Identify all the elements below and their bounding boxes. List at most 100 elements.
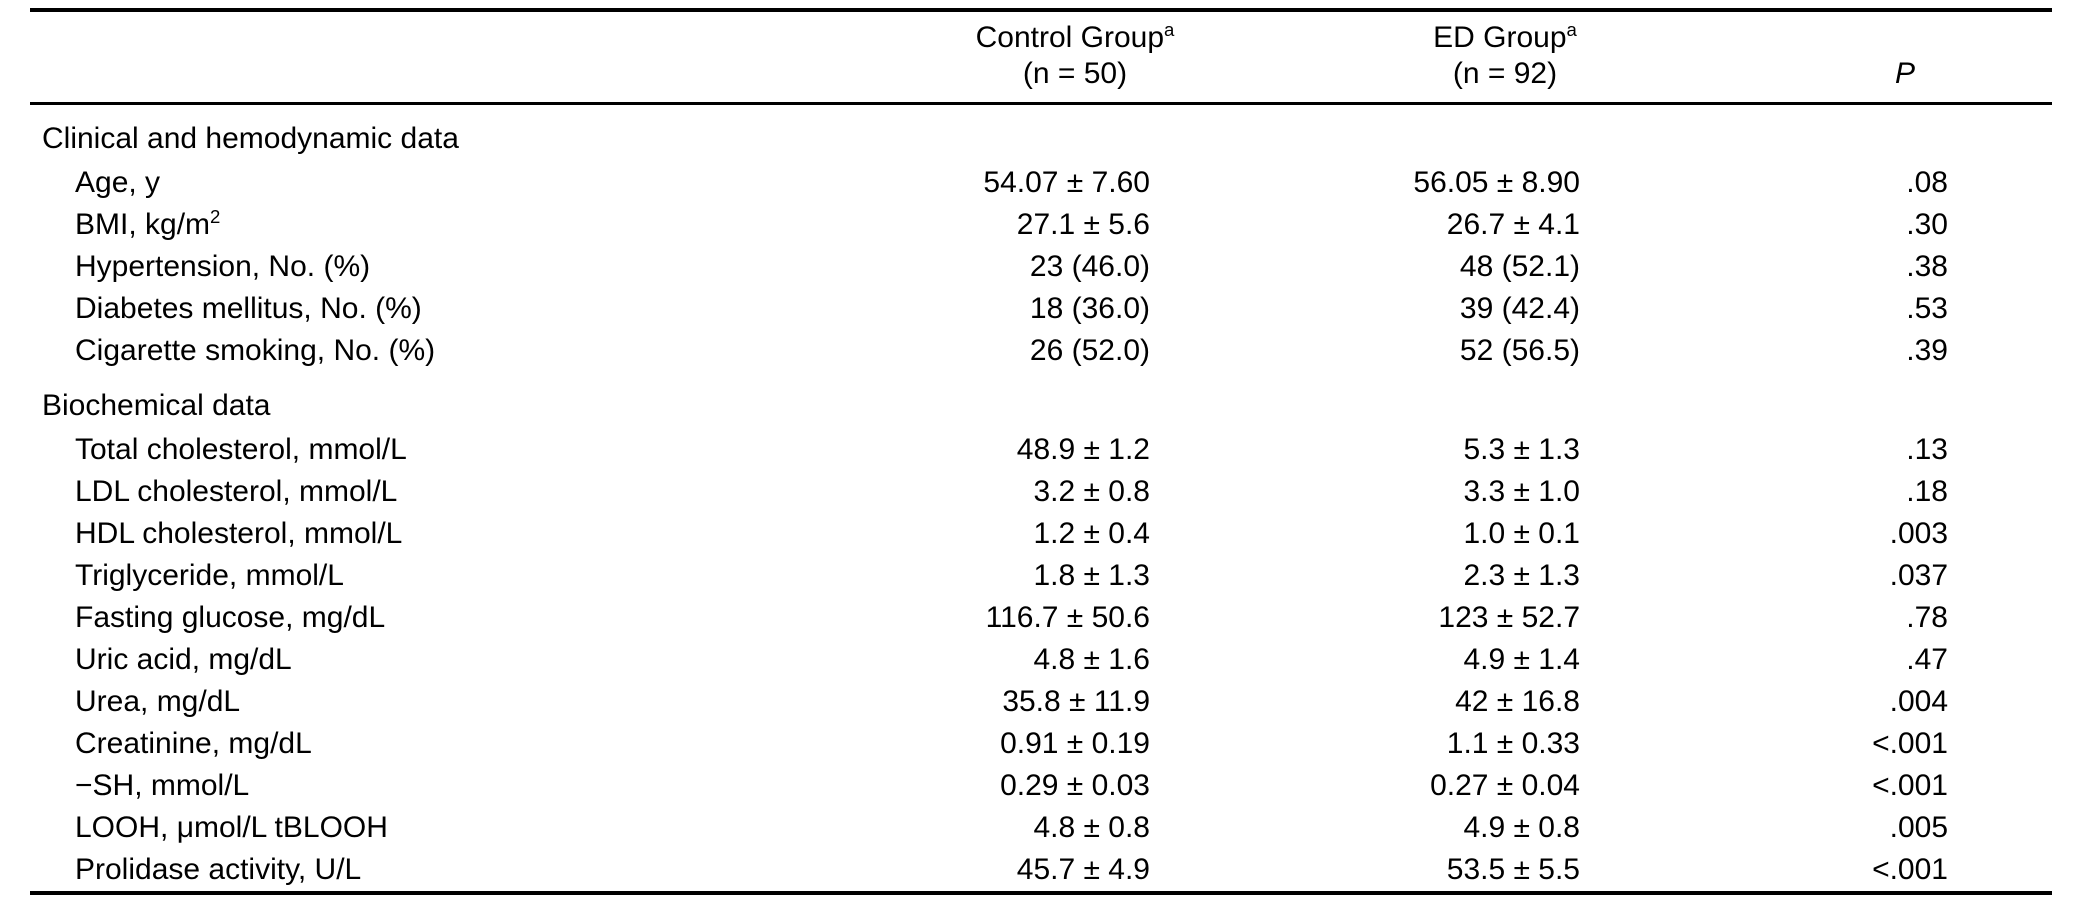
row-label-text: LDL cholesterol, mmol/L (75, 475, 398, 508)
section-title: Clinical and hemodynamic data (42, 122, 459, 155)
row-label-text: Cigarette smoking, No. (%) (75, 334, 436, 367)
p-value: .08 (1906, 166, 1948, 199)
control-value: 48.9 ± 1.2 (1016, 433, 1150, 466)
p-value: <.001 (1872, 853, 1948, 886)
table-row: Total cholesterol, mmol/L 48.9 ± 1.2 5.3… (30, 429, 2052, 471)
row-label-text: −SH, mmol/L (75, 769, 250, 802)
table-row: LOOH, μmol/L tBLOOH 4.8 ± 0.8 4.9 ± 0.8 … (30, 807, 2052, 849)
row-label-text: Fasting glucose, mg/dL (75, 601, 386, 634)
p-value: .18 (1906, 475, 1948, 508)
ed-value: 4.9 ± 1.4 (1463, 643, 1580, 676)
table-row: LDL cholesterol, mmol/L 3.2 ± 0.8 3.3 ± … (30, 471, 2052, 513)
row-label: Creatinine, mg/dL (30, 723, 900, 765)
ed-value: 26.7 ± 4.1 (1446, 208, 1580, 241)
ed-value: 52 (56.5) (1459, 334, 1580, 367)
row-label: Total cholesterol, mmol/L (30, 429, 900, 471)
row-label: Age, y (30, 162, 900, 204)
row-label: Prolidase activity, U/L (30, 849, 900, 893)
row-label-text: Prolidase activity, U/L (75, 853, 362, 886)
row-label: LDL cholesterol, mmol/L (30, 471, 900, 513)
column-header-p: P (1780, 10, 2052, 105)
ed-value: 0.27 ± 0.04 (1430, 769, 1580, 802)
table-row: BMI, kg/m2 27.1 ± 5.6 26.7 ± 4.1 .30 (30, 204, 2052, 246)
control-value: 23 (46.0) (1029, 250, 1150, 283)
p-value: <.001 (1872, 769, 1948, 802)
control-value: 4.8 ± 1.6 (1033, 643, 1150, 676)
table-row: −SH, mmol/L 0.29 ± 0.03 0.27 ± 0.04 <.00… (30, 765, 2052, 807)
p-value: .037 (1889, 559, 1948, 592)
ed-value: 39 (42.4) (1459, 292, 1580, 325)
row-label: Cigarette smoking, No. (%) (30, 330, 900, 372)
section-title: Biochemical data (42, 389, 271, 422)
control-value: 54.07 ± 7.60 (983, 166, 1150, 199)
row-label-text: BMI, kg/m (75, 208, 211, 241)
column-header-control-group: Control Groupa (n = 50) (900, 10, 1340, 105)
row-label-text: Age, y (75, 166, 161, 199)
table-row: Diabetes mellitus, No. (%) 18 (36.0) 39 … (30, 288, 2052, 330)
control-value: 0.91 ± 0.19 (1000, 727, 1150, 760)
control-value: 45.7 ± 4.9 (1016, 853, 1150, 886)
row-label: Fasting glucose, mg/dL (30, 597, 900, 639)
p-value: .78 (1906, 601, 1948, 634)
ed-value: 3.3 ± 1.0 (1463, 475, 1580, 508)
table-row: Age, y 54.07 ± 7.60 56.05 ± 8.90 .08 (30, 162, 2052, 204)
ed-value: 1.1 ± 0.33 (1446, 727, 1580, 760)
p-value: .53 (1906, 292, 1948, 325)
control-value: 27.1 ± 5.6 (1016, 208, 1150, 241)
stub-header (30, 10, 900, 105)
ed-group-n: (n = 92) (1452, 57, 1558, 90)
table-row: Prolidase activity, U/L 45.7 ± 4.9 53.5 … (30, 849, 2052, 893)
control-value: 4.8 ± 0.8 (1033, 811, 1150, 844)
ed-value: 42 ± 16.8 (1455, 685, 1580, 718)
ed-group-title-text: ED Group (1433, 21, 1567, 54)
column-header-ed-group: ED Groupa (n = 92) (1340, 10, 1780, 105)
row-label: BMI, kg/m2 (30, 204, 900, 246)
column-header-row: Control Groupa (n = 50) ED Groupa (n = 9… (30, 10, 2052, 105)
ed-value: 2.3 ± 1.3 (1463, 559, 1580, 592)
row-label-text: LOOH, μmol/L tBLOOH (75, 811, 388, 844)
clinical-data-table: Control Groupa (n = 50) ED Groupa (n = 9… (30, 8, 2052, 895)
ed-group-title: ED Groupa (1340, 20, 1670, 56)
p-value: .47 (1906, 643, 1948, 676)
table-row: Urea, mg/dL 35.8 ± 11.9 42 ± 16.8 .004 (30, 681, 2052, 723)
row-label-text: Triglyceride, mmol/L (75, 559, 344, 592)
row-label-text: Creatinine, mg/dL (75, 727, 312, 760)
footnote-marker-a-icon: a (1164, 19, 1175, 40)
row-label: −SH, mmol/L (30, 765, 900, 807)
ed-value: 48 (52.1) (1459, 250, 1580, 283)
ed-value: 5.3 ± 1.3 (1463, 433, 1580, 466)
ed-value: 123 ± 52.7 (1438, 601, 1580, 634)
ed-value: 53.5 ± 5.5 (1446, 853, 1580, 886)
control-group-n: (n = 50) (1022, 57, 1128, 90)
row-label-text: Diabetes mellitus, No. (%) (75, 292, 422, 325)
control-value: 3.2 ± 0.8 (1033, 475, 1150, 508)
table-row: Creatinine, mg/dL 0.91 ± 0.19 1.1 ± 0.33… (30, 723, 2052, 765)
table-row: Uric acid, mg/dL 4.8 ± 1.6 4.9 ± 1.4 .47 (30, 639, 2052, 681)
table-row: HDL cholesterol, mmol/L 1.2 ± 0.4 1.0 ± … (30, 513, 2052, 555)
row-label-text: Uric acid, mg/dL (75, 643, 292, 676)
row-label: Diabetes mellitus, No. (%) (30, 288, 900, 330)
row-label: Urea, mg/dL (30, 681, 900, 723)
p-value: .39 (1906, 334, 1948, 367)
control-value: 1.8 ± 1.3 (1033, 559, 1150, 592)
ed-value: 4.9 ± 0.8 (1463, 811, 1580, 844)
p-value: .38 (1906, 250, 1948, 283)
row-label-text: HDL cholesterol, mmol/L (75, 517, 403, 550)
p-value: .004 (1889, 685, 1948, 718)
section-header-row: Biochemical data (30, 372, 2052, 429)
control-value: 35.8 ± 11.9 (1002, 685, 1150, 718)
table-row: Cigarette smoking, No. (%) 26 (52.0) 52 … (30, 330, 2052, 372)
row-label: Triglyceride, mmol/L (30, 555, 900, 597)
p-value: .003 (1889, 517, 1948, 550)
table-row: Hypertension, No. (%) 23 (46.0) 48 (52.1… (30, 246, 2052, 288)
p-value: .13 (1906, 433, 1948, 466)
footnote-marker-a-icon: a (1566, 19, 1577, 40)
table-row: Fasting glucose, mg/dL 116.7 ± 50.6 123 … (30, 597, 2052, 639)
control-value: 116.7 ± 50.6 (985, 601, 1150, 634)
row-label-text: Total cholesterol, mmol/L (75, 433, 407, 466)
p-value: .005 (1889, 811, 1948, 844)
section-header-row: Clinical and hemodynamic data (30, 104, 2052, 163)
row-label-text: Urea, mg/dL (75, 685, 241, 718)
row-label: Hypertension, No. (%) (30, 246, 900, 288)
